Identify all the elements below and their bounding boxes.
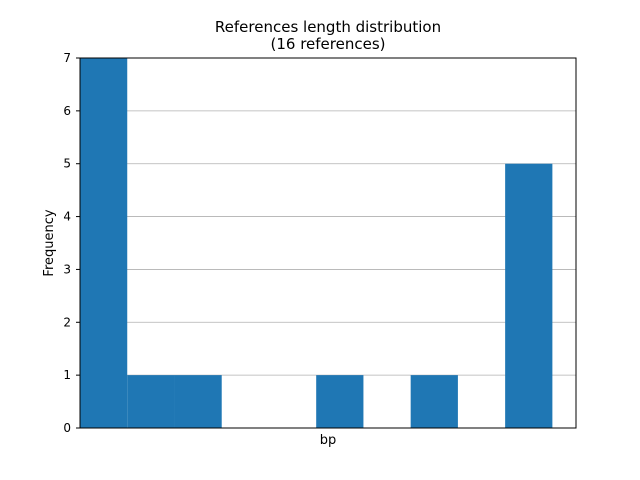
x-axis-label: bp xyxy=(320,433,337,448)
chart-title: References length distribution xyxy=(215,18,441,36)
histogram-bar-9 xyxy=(505,163,553,428)
y-axis-ticks: 0 1 2 3 4 5 6 7 xyxy=(63,51,80,435)
histogram-bars xyxy=(80,58,553,428)
y-tick-label-5: 5 xyxy=(63,157,71,171)
histogram-bar-1 xyxy=(127,375,175,428)
y-tick-label-7: 7 xyxy=(63,51,71,65)
histogram-bar-2 xyxy=(174,375,222,428)
y-tick-label-1: 1 xyxy=(63,368,71,382)
y-tick-label-3: 3 xyxy=(63,262,71,276)
y-tick-label-4: 4 xyxy=(63,210,71,224)
histogram-bar-0 xyxy=(80,58,128,428)
y-tick-label-0: 0 xyxy=(63,421,71,435)
chart-subtitle: (16 references) xyxy=(271,35,386,53)
y-tick-label-2: 2 xyxy=(63,315,71,329)
plot-area-frame xyxy=(79,57,577,429)
y-axis-label: Frequency xyxy=(42,209,57,276)
histogram-bar-5 xyxy=(316,375,364,428)
histogram-bar-7 xyxy=(410,375,458,428)
y-tick-label-6: 6 xyxy=(63,104,71,118)
